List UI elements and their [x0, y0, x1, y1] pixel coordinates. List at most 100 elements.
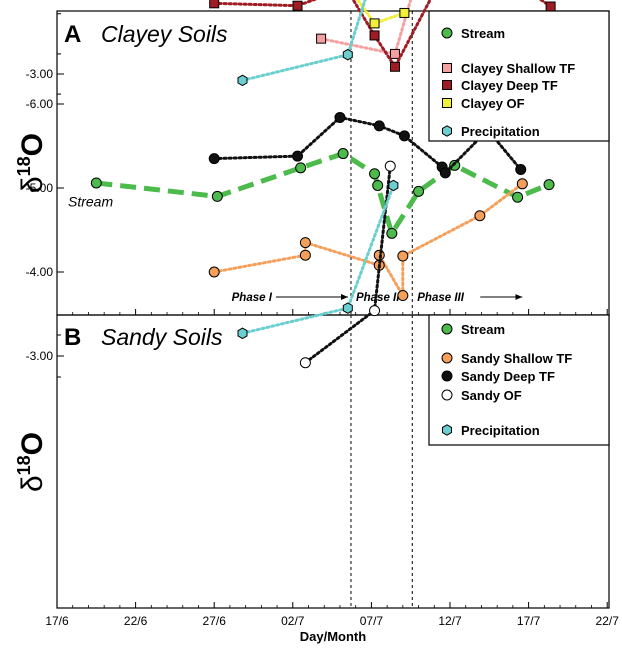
point-sandy_deep: [208, 153, 220, 165]
point-clayey_deep: [545, 1, 556, 12]
point-clayey_of: [369, 18, 380, 29]
phase-annotations: Phase I Phase II Phase III: [232, 292, 523, 304]
point-stream: [211, 190, 223, 202]
point-sandy_of: [299, 357, 311, 369]
point-sandy_deep: [398, 130, 410, 142]
point-sandy_shallow: [516, 178, 528, 190]
point-stream: [413, 185, 425, 197]
y-tick-label: -4.00: [26, 0, 54, 1]
point-sandy_deep: [515, 164, 527, 176]
legend-label-clayey_deep: Clayey Deep TF: [461, 78, 558, 93]
y-tick-label: -3.00: [26, 67, 54, 81]
series-line-stream: [96, 151, 550, 236]
y-tick-label: -4.00: [26, 265, 54, 279]
y-tick-label: -3.00: [26, 349, 54, 363]
x-tick-label: 07/7: [360, 614, 384, 628]
phase-label: Phase I: [232, 292, 273, 304]
point-clayey_shallow: [316, 33, 327, 44]
phase-label: Phase III: [417, 292, 464, 304]
x-axis-title: Day/Month: [300, 629, 367, 644]
point-precip: [237, 74, 248, 87]
y-label-delta: δ: [16, 176, 49, 193]
legend-label-stream: Stream: [461, 26, 505, 41]
legends: Stream Clayey Shallow TF Clayey Deep TF Cla…: [428, 10, 610, 446]
legend-box: [428, 10, 610, 142]
point-sandy_shallow: [397, 290, 409, 302]
point-sandy_shallow: [299, 237, 311, 249]
legend-marker-sandy_deep: [441, 370, 453, 382]
x-tick-label: 22/7: [596, 614, 620, 628]
y-label-sup: 18: [14, 156, 34, 176]
legend-marker-stream: [441, 27, 453, 39]
legend-label-sandy_deep: Sandy Deep TF: [461, 369, 555, 384]
legend-marker-clayey_deep: [442, 80, 452, 90]
point-clayey_deep: [369, 30, 380, 41]
stream-annotation: Stream: [68, 193, 113, 209]
point-sandy_deep: [292, 150, 304, 162]
legend-label-sandy_shallow: Sandy Shallow TF: [461, 351, 572, 366]
point-sandy_deep: [334, 111, 346, 123]
legend-marker-sandy_of: [441, 389, 453, 401]
point-clayey_shallow: [389, 48, 400, 59]
legend-marker-precip: [442, 125, 452, 137]
legend-marker-sandy_shallow: [441, 352, 453, 364]
point-sandy_of: [384, 160, 396, 172]
y-label-o: O: [16, 432, 49, 455]
panel-a-title: Clayey Soils: [101, 21, 228, 47]
x-tick-label: 17/6: [45, 614, 69, 628]
y-label-o: O: [16, 133, 49, 156]
y-label-sup: 18: [14, 455, 34, 475]
point-clayey_deep: [292, 0, 303, 11]
series-line-sandy_shallow: [212, 182, 524, 302]
legend-label-stream: Stream: [461, 322, 505, 337]
legend-label-clayey_shallow: Clayey Shallow TF: [461, 61, 575, 76]
svg-text:δ18O: δ18O: [14, 133, 49, 193]
legend-label-precip: Precipitation: [461, 423, 540, 438]
x-tick-label: 17/7: [517, 614, 541, 628]
y-axis-label-a: δ18O: [14, 133, 49, 193]
legend-label-sandy_of: Sandy OF: [461, 388, 522, 403]
point-precip: [342, 48, 353, 61]
point-precip: [237, 327, 248, 340]
y-axis-label-b: δ18O: [14, 432, 49, 492]
y-tick-label: -5.00: [26, 181, 54, 195]
point-sandy_shallow: [208, 266, 220, 278]
point-stream: [386, 227, 398, 239]
point-sandy_shallow: [474, 210, 486, 222]
phase-dividers: [350, 11, 413, 608]
legend-marker-clayey_of: [442, 98, 452, 108]
legend-marker-precip: [442, 424, 452, 436]
legend-box: [428, 314, 610, 446]
point-stream: [512, 191, 524, 203]
point-stream: [337, 148, 349, 160]
data-series: Stream Stream: [68, 0, 556, 369]
point-sandy_deep: [373, 120, 385, 132]
point-clayey_of: [399, 7, 410, 18]
x-tick-label: 02/7: [281, 614, 305, 628]
point-stream: [295, 162, 307, 174]
point-stream: [90, 177, 102, 189]
legend-panel-a: Stream Clayey Shallow TF Clayey Deep TF Cla…: [428, 10, 610, 142]
panel-b-frame: [56, 314, 610, 609]
phase-label: Phase II: [356, 292, 400, 304]
panel-a-letter: A: [64, 21, 81, 48]
legend-label-precip: Precipitation: [461, 124, 540, 139]
svg-text:δ18O: δ18O: [14, 432, 49, 492]
y-tick-label: -6.00: [26, 97, 54, 111]
legend-panel-b: Stream Sandy Shallow TF Sandy Deep TF Sandy…: [428, 314, 610, 446]
legend-label-clayey_of: Clayey OF: [461, 96, 525, 111]
point-stream: [543, 179, 555, 191]
legend-marker-stream: [441, 323, 453, 335]
x-tick-label: 12/7: [438, 614, 462, 628]
point-stream: [369, 168, 381, 180]
point-sandy_shallow: [299, 249, 311, 261]
point-clayey_deep: [389, 61, 400, 72]
point-clayey_deep: [209, 0, 220, 9]
point-precip: [342, 302, 353, 314]
panel-b-letter: B: [64, 324, 81, 351]
point-sandy_shallow: [397, 250, 409, 262]
point-sandy_deep: [439, 167, 451, 179]
series-line-clayey_of: [356, 0, 406, 26]
point-precip: [388, 179, 399, 192]
